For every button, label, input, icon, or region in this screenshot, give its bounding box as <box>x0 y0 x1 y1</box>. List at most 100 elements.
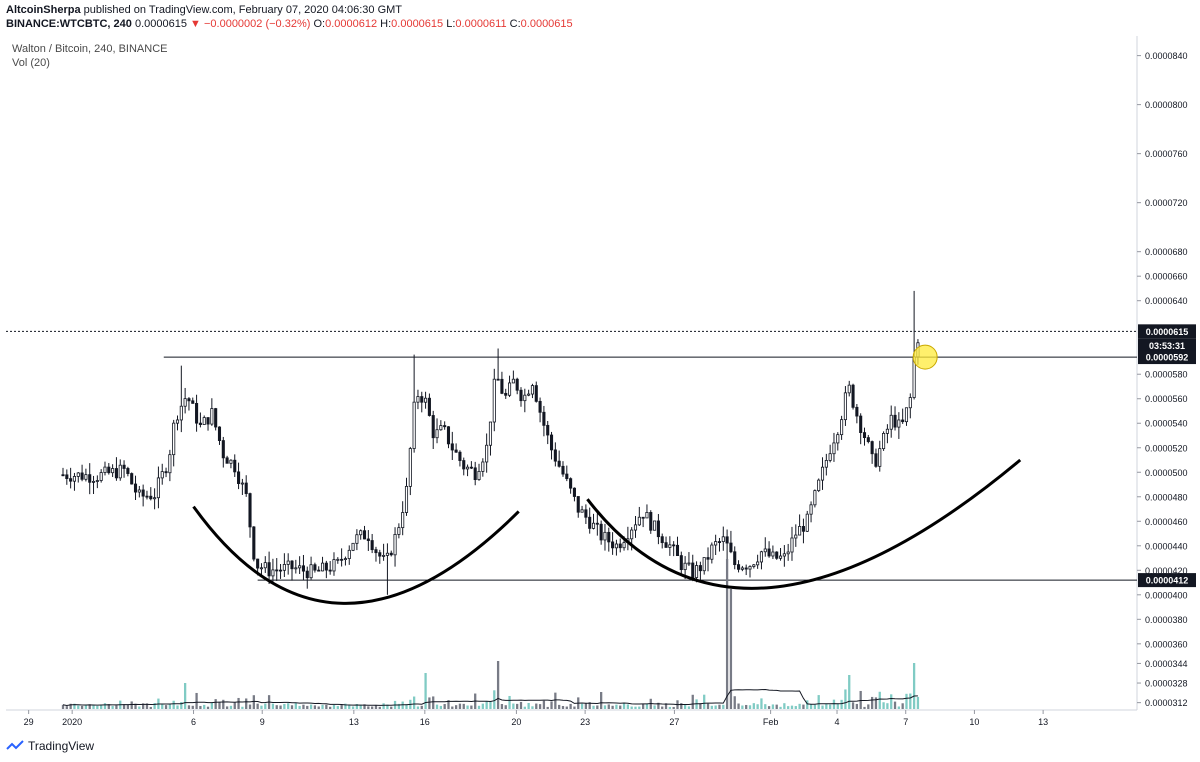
candle-body[interactable] <box>511 378 515 384</box>
candle-body[interactable] <box>187 398 191 402</box>
candle-body[interactable] <box>607 531 611 543</box>
candle-body[interactable] <box>790 537 794 553</box>
candle-body[interactable] <box>496 378 500 381</box>
candle-body[interactable] <box>141 489 145 497</box>
candle-body[interactable] <box>301 565 305 572</box>
candle-body[interactable] <box>107 466 111 474</box>
candle-body[interactable] <box>206 417 210 425</box>
candle-body[interactable] <box>824 460 828 468</box>
candle-body[interactable] <box>737 564 741 570</box>
candle-body[interactable] <box>118 464 122 479</box>
candle-body[interactable] <box>843 392 847 421</box>
cup-curve-right[interactable] <box>586 458 1022 590</box>
cup-curve-left[interactable] <box>192 505 520 605</box>
candle-body[interactable] <box>538 400 542 413</box>
candle-body[interactable] <box>160 471 164 479</box>
candle-body[interactable] <box>832 442 836 455</box>
candle-body[interactable] <box>706 557 710 560</box>
candle-body[interactable] <box>202 417 206 425</box>
candle-body[interactable] <box>630 529 634 540</box>
candle-body[interactable] <box>477 470 481 481</box>
candle-body[interactable] <box>836 434 840 444</box>
candle-body[interactable] <box>370 540 374 551</box>
candle-body[interactable] <box>733 551 737 566</box>
candle-body[interactable] <box>546 424 550 436</box>
candle-body[interactable] <box>515 378 519 391</box>
candle-body[interactable] <box>519 389 523 402</box>
candle-body[interactable] <box>76 472 80 477</box>
candle-body[interactable] <box>366 538 370 541</box>
candle-body[interactable] <box>256 558 260 569</box>
candle-body[interactable] <box>672 544 676 547</box>
candle-body[interactable] <box>851 384 855 408</box>
candle-body[interactable] <box>65 474 69 480</box>
candle-body[interactable] <box>840 419 844 436</box>
candle-body[interactable] <box>149 495 153 500</box>
candle-body[interactable] <box>412 401 416 449</box>
candle-body[interactable] <box>542 411 546 426</box>
candle-body[interactable] <box>878 448 882 467</box>
author-name[interactable]: AltcoinSherpa <box>6 4 81 16</box>
candle-body[interactable] <box>508 382 512 396</box>
candle-body[interactable] <box>210 408 214 425</box>
candle-body[interactable] <box>103 466 107 473</box>
candle-body[interactable] <box>817 479 821 492</box>
candle-body[interactable] <box>298 565 302 569</box>
candle-body[interactable] <box>72 476 76 482</box>
candle-body[interactable] <box>427 397 431 416</box>
candle-body[interactable] <box>599 523 603 541</box>
candle-body[interactable] <box>664 542 668 548</box>
candle-body[interactable] <box>378 552 382 557</box>
candle-body[interactable] <box>431 415 435 439</box>
candle-body[interactable] <box>775 551 779 559</box>
candle-body[interactable] <box>595 522 599 525</box>
candle-body[interactable] <box>84 474 88 480</box>
candle-body[interactable] <box>675 544 680 557</box>
candle-body[interactable] <box>286 560 290 565</box>
candle-body[interactable] <box>725 536 729 544</box>
brand-name[interactable]: TradingView <box>28 739 95 753</box>
candle-body[interactable] <box>744 567 748 570</box>
candle-body[interactable] <box>576 496 580 513</box>
candle-body[interactable] <box>179 405 183 421</box>
candle-body[interactable] <box>656 520 660 538</box>
candle-body[interactable] <box>462 460 466 470</box>
candle-body[interactable] <box>798 526 802 536</box>
candle-body[interactable] <box>653 520 657 531</box>
candle-body[interactable] <box>385 552 389 556</box>
candle-body[interactable] <box>645 512 649 519</box>
candle-body[interactable] <box>340 558 344 561</box>
candle-body[interactable] <box>397 527 401 535</box>
candle-body[interactable] <box>343 558 347 561</box>
candle-body[interactable] <box>126 468 130 474</box>
candle-body[interactable] <box>130 473 134 485</box>
candle-body[interactable] <box>813 490 817 506</box>
candle-body[interactable] <box>217 426 222 441</box>
candle-body[interactable] <box>362 530 367 540</box>
candle-body[interactable] <box>137 489 141 493</box>
candle-body[interactable] <box>759 551 763 563</box>
candle-body[interactable] <box>324 562 328 571</box>
candle-body[interactable] <box>874 453 878 467</box>
candle-body[interactable] <box>282 564 286 571</box>
candle-body[interactable] <box>786 551 790 555</box>
candle-body[interactable] <box>561 465 565 475</box>
candle-body[interactable] <box>637 516 641 526</box>
candle-body[interactable] <box>866 437 870 442</box>
candle-body[interactable] <box>794 534 798 539</box>
candle-body[interactable] <box>351 542 355 551</box>
candle-body[interactable] <box>805 513 809 532</box>
candle-body[interactable] <box>778 555 783 559</box>
candle-body[interactable] <box>88 474 92 483</box>
candle-body[interactable] <box>435 429 439 439</box>
candle-body[interactable] <box>714 541 718 546</box>
candle-body[interactable] <box>374 549 378 554</box>
candle-body[interactable] <box>679 555 683 571</box>
candle-body[interactable] <box>485 444 489 463</box>
candle-body[interactable] <box>290 560 294 570</box>
candle-body[interactable] <box>469 466 473 469</box>
candle-body[interactable] <box>588 516 592 529</box>
candle-body[interactable] <box>500 378 504 394</box>
candle-body[interactable] <box>332 559 336 572</box>
candle-body[interactable] <box>164 471 168 474</box>
